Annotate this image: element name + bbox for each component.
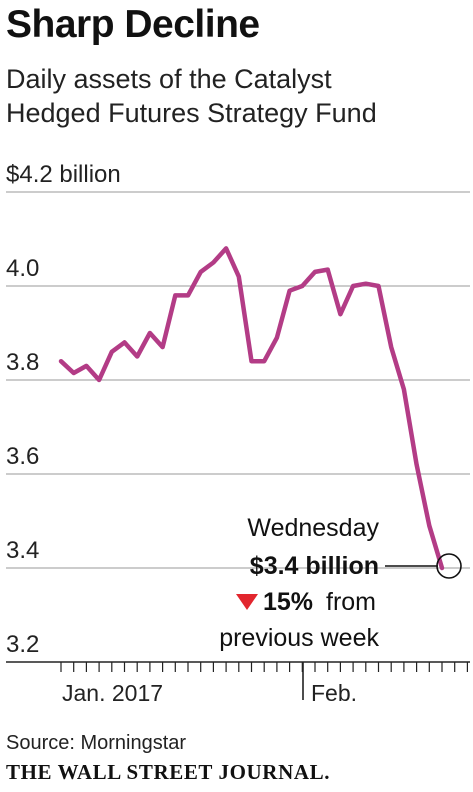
chart-subtitle: Daily assets of the Catalyst Hedged Futu… bbox=[6, 62, 377, 130]
y-tick-label: 4.0 bbox=[6, 255, 39, 282]
series-line bbox=[58, 246, 445, 571]
y-tick-label: 3.2 bbox=[6, 631, 39, 658]
series-line-path bbox=[58, 246, 445, 571]
chart-title: Sharp Decline bbox=[6, 3, 260, 46]
y-tick-label: 3.4 bbox=[6, 537, 39, 564]
annotation-change-text-2: previous week bbox=[219, 624, 379, 652]
publisher-logo: THE WALL STREET JOURNAL. bbox=[6, 760, 331, 784]
source-note: Source: Morningstar bbox=[6, 732, 187, 754]
grid-lines bbox=[6, 191, 470, 663]
svg-text:15% from: 15% from bbox=[263, 588, 376, 616]
y-axis-labels: $4.2 billion 4.0 3.8 3.6 3.4 3.2 bbox=[6, 161, 121, 658]
x-tick-label: Jan. 2017 bbox=[62, 680, 163, 706]
annotation-change-pct: 15% bbox=[263, 588, 313, 616]
annotation-change-text: from bbox=[326, 588, 376, 616]
annotation-day: Wednesday bbox=[247, 514, 379, 542]
y-tick-label: 3.6 bbox=[6, 443, 39, 470]
subtitle-line-1: Daily assets of the Catalyst bbox=[6, 64, 332, 94]
annotation-value: $3.4 billion bbox=[250, 552, 379, 580]
y-tick-label: $4.2 billion bbox=[6, 161, 121, 188]
y-tick-label: 3.8 bbox=[6, 349, 39, 376]
annotation-circle bbox=[436, 553, 462, 579]
x-axis: Jan. 2017 Feb. bbox=[60, 662, 468, 706]
subtitle-line-2: Hedged Futures Strategy Fund bbox=[6, 98, 377, 128]
down-arrow-icon bbox=[236, 594, 258, 610]
annotation-change: 15% from bbox=[236, 588, 376, 616]
annotation: Wednesday $3.4 billion 15% from previous… bbox=[219, 514, 462, 652]
x-tick-label: Feb. bbox=[311, 680, 357, 706]
